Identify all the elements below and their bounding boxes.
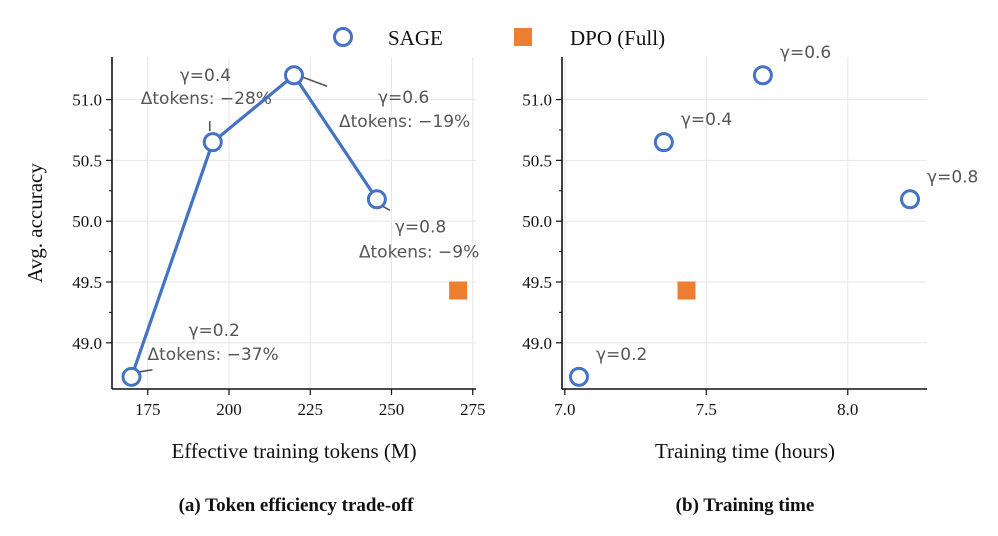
panel-a-marks [121,65,468,387]
panel-a-grid [112,57,476,389]
gamma-annotation: γ=0.2 [189,321,240,341]
y-tick-label: 50.5 [72,151,102,170]
sage-point [202,132,223,153]
panel-a-ticks: 175 200 225 250 275 49.0 49.5 50.0 50.5 51.0 [72,91,485,419]
y-tick-label: 49.5 [72,273,102,292]
gamma-annotation: γ=0.6 [378,88,429,108]
tokens-annotation: Δtokens: −9% [359,242,479,262]
panel-b-ticks: 7.0 7.5 8.0 49.0 49.5 50.0 50.5 51.0 [522,91,858,419]
panel-b-annotations: γ=0.2 γ=0.4 γ=0.6 γ=0.8 [596,43,978,365]
annotation-leader [302,76,328,87]
sage-point [900,189,921,210]
legend-sage-marker [333,27,353,47]
x-tick-label: 250 [379,400,405,419]
tokens-annotation: Δtokens: −28% [141,89,272,109]
annotation-leader [382,205,391,211]
x-tick-label: 7.5 [696,400,717,419]
y-tick-label: 50.0 [72,212,102,231]
legend-dpo-marker [514,28,532,46]
gamma-annotation: γ=0.4 [681,110,732,130]
x-tick-label: 200 [216,400,242,419]
y-tick-label: 49.0 [72,334,102,353]
panel-b-marks [568,65,921,387]
sage-point [284,65,304,86]
dpo-point [677,281,696,300]
annotation-leader [139,369,153,373]
y-tick-label: 50.5 [522,151,552,170]
panel-a-ylabel: Avg. accuracy [23,163,47,283]
sage-point [366,189,387,210]
panel-b-grid [562,57,927,389]
x-tick-label: 175 [135,400,161,419]
x-tick-label: 7.0 [554,400,575,419]
y-tick-label: 51.0 [72,91,102,110]
sage-point [568,366,589,387]
panel-b-caption: (b) Training time [676,495,815,516]
sage-line [129,72,379,378]
x-tick-label: 8.0 [837,400,858,419]
legend-dpo-label: DPO (Full) [570,26,665,50]
y-tick-label: 49.0 [522,334,552,353]
tokens-annotation: Δtokens: −19% [339,112,470,132]
x-tick-label: 275 [460,400,486,419]
dpo-point [449,281,468,300]
gamma-annotation: γ=0.4 [180,66,231,86]
gamma-annotation: γ=0.8 [927,167,978,187]
sage-point [653,132,674,153]
panel-a-xlabel: Effective training tokens (M) [171,439,416,463]
x-tick-label: 225 [298,400,324,419]
y-tick-label: 49.5 [522,273,552,292]
sage-point [752,65,773,86]
legend: SAGE DPO (Full) [333,26,665,50]
panel-b-xlabel: Training time (hours) [655,439,835,463]
gamma-annotation: γ=0.8 [395,217,446,237]
sage-point [121,366,142,387]
legend-sage-label: SAGE [388,26,443,50]
panel-a-annotations: γ=0.2 Δtokens: −37% γ=0.4 Δtokens: −28% γ=0.… [139,66,479,373]
gamma-annotation: γ=0.2 [596,345,647,365]
panel-token-efficiency: 175 200 225 250 275 49.0 49.5 50.0 50.5 51.0 γ=0.… [23,57,486,516]
y-tick-label: 51.0 [522,91,552,110]
gamma-annotation: γ=0.6 [780,43,831,63]
panel-a-caption: (a) Token efficiency trade-off [179,495,414,516]
panel-training-time: 7.0 7.5 8.0 49.0 49.5 50.0 50.5 51.0 γ=0.2 γ=0.4… [522,43,978,516]
y-tick-label: 50.0 [522,212,552,231]
tokens-annotation: Δtokens: −37% [148,345,279,365]
